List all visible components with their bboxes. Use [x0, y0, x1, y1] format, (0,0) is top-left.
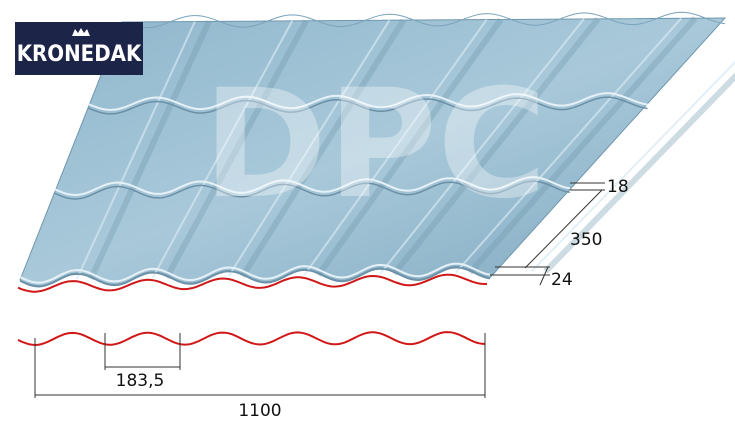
dimension-label: 18 — [607, 177, 629, 197]
step-line — [54, 176, 571, 197]
step-shadow — [88, 96, 648, 115]
sheet-body — [19, 17, 727, 287]
ridge-shadow — [239, 18, 406, 279]
ridge-shadow — [315, 17, 504, 277]
logo-crown — [72, 28, 90, 36]
ridge-highlight — [455, 17, 682, 274]
step-line — [19, 262, 491, 284]
profile-section — [17, 331, 486, 347]
ridge-shadow — [467, 16, 698, 275]
ridge-shadow — [164, 19, 309, 280]
ridge-highlight — [303, 18, 488, 276]
ridge-shadow — [543, 72, 735, 274]
ridge-highlight — [227, 19, 391, 277]
logo-background — [15, 22, 143, 75]
dimension-label: 350 — [570, 230, 602, 250]
ridge-shadow — [391, 17, 601, 276]
profile-outline — [17, 273, 488, 293]
dimension-lines — [34, 182, 605, 398]
watermark: DPC — [203, 58, 548, 232]
step-shadow — [19, 266, 491, 288]
ridge-highlight — [530, 60, 735, 272]
ridge-shadow — [88, 20, 212, 281]
dimension-label: 1100 — [238, 401, 281, 421]
dimension-label: 24 — [551, 270, 573, 290]
step-shadow — [54, 180, 571, 200]
roof-sheet — [19, 11, 735, 288]
ridge-highlight — [151, 20, 294, 279]
dimension-label: 183,5 — [116, 371, 165, 391]
ridge-highlight — [75, 21, 196, 280]
ridge-highlight — [379, 18, 585, 275]
top-edge — [121, 11, 726, 29]
logo-text: KRONEDAK — [17, 42, 142, 67]
step-line — [87, 92, 648, 111]
